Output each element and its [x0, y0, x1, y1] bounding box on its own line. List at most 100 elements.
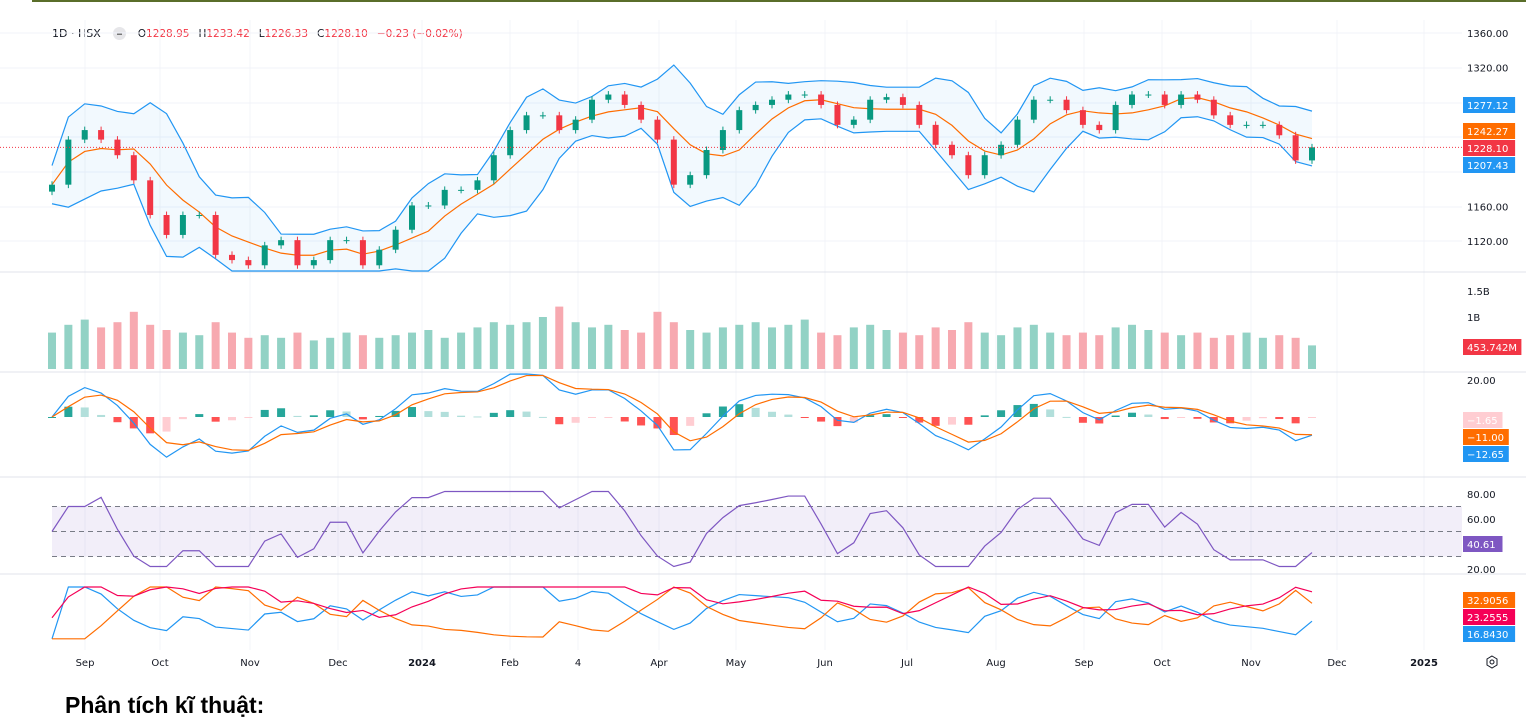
dmi-minus-line	[52, 586, 1313, 640]
macd-histogram-bar	[277, 408, 286, 417]
volume-bar	[637, 332, 646, 369]
candle-body	[867, 99, 874, 120]
candle-body	[261, 245, 268, 266]
candle-body	[1243, 124, 1250, 126]
volume-bar	[162, 330, 171, 369]
time-tick: 2025	[1410, 658, 1438, 669]
volume-bar	[506, 324, 515, 369]
volume-bar	[178, 332, 187, 369]
macd-histogram-bar	[1128, 412, 1136, 417]
macd-histogram-bar	[571, 417, 580, 423]
volume-bar	[784, 324, 793, 369]
candle-body	[1227, 115, 1234, 125]
candle-body	[523, 115, 530, 131]
adx-line	[51, 586, 1313, 619]
volume-bar	[1128, 324, 1136, 369]
rsi-tick: 80.00	[1467, 490, 1496, 501]
volume-bar	[1308, 345, 1316, 369]
macd-signal-label-bg	[1463, 429, 1509, 445]
candle-body	[278, 240, 285, 246]
macd-histogram-bar	[1226, 417, 1235, 424]
candle-body	[785, 94, 792, 100]
time-tick: 2024	[408, 658, 436, 669]
volume-bar	[915, 335, 924, 369]
time-tick: Dec	[328, 658, 347, 669]
settings-gear-shape	[1486, 655, 1498, 669]
candle-body	[1129, 94, 1135, 105]
volume-bar	[718, 327, 727, 369]
volume-bar	[964, 322, 973, 369]
volume-bar	[588, 327, 596, 369]
section-heading: Phân tích kĩ thuật:	[65, 692, 265, 718]
volume-bar	[80, 319, 89, 369]
macd-histogram-bar	[424, 411, 433, 417]
macd-histogram-bar	[1193, 417, 1202, 419]
dmi-plus-line	[51, 586, 1313, 639]
volume-bar	[391, 335, 400, 369]
volume-bar	[849, 327, 858, 369]
candle-body	[719, 130, 726, 151]
bollinger-upper-label: 1277.12	[1467, 101, 1508, 112]
candle-body	[899, 97, 906, 105]
macd-histogram-bar	[849, 417, 858, 423]
volume-bar	[1209, 337, 1218, 369]
volume-bar	[997, 335, 1006, 369]
macd-histogram-bar	[718, 406, 727, 417]
candle-body	[1210, 99, 1217, 116]
volume-bar	[244, 337, 253, 369]
volume-bar	[555, 306, 564, 369]
top-border	[32, 0, 1526, 2]
macd-histogram-bar	[948, 417, 956, 425]
candle-body	[310, 260, 317, 266]
volume-bar	[375, 337, 384, 369]
candle-body	[1079, 110, 1086, 125]
volume-bar	[1177, 335, 1186, 369]
candle-body	[556, 115, 563, 131]
volume-bar	[522, 322, 531, 369]
macd-value-label: −12.65	[1467, 450, 1504, 461]
candle-body	[1112, 104, 1119, 131]
candle-body	[65, 139, 72, 185]
volume-bar	[604, 324, 613, 369]
candle-body	[376, 249, 383, 266]
macd-histogram-bar	[309, 415, 318, 417]
rsi-tick: 20.00	[1467, 565, 1496, 576]
macd-histogram-bar	[686, 417, 695, 426]
macd-histogram-bar	[784, 414, 793, 417]
candle-body	[392, 229, 399, 250]
candle-body	[916, 104, 923, 125]
volume-bar	[260, 335, 269, 369]
settings-gear-icon[interactable]	[1486, 655, 1498, 669]
volume-bar	[489, 322, 498, 369]
macd-histogram-bar	[620, 417, 629, 422]
macd-histogram-bar	[898, 417, 907, 418]
macd-histogram-bar	[80, 407, 89, 417]
dmi-orange-label-bg	[1463, 592, 1516, 608]
volume-bar	[898, 332, 907, 369]
candle-body	[687, 175, 694, 185]
volume-bar	[702, 332, 711, 369]
volume-bar	[1095, 335, 1104, 369]
candle-body	[441, 189, 448, 206]
volume-bar	[1029, 324, 1038, 369]
candle-body	[212, 215, 219, 255]
macd-signal-label: −11.00	[1467, 433, 1504, 444]
candle-body	[736, 110, 743, 131]
macd-histogram-bar	[1177, 417, 1186, 418]
candle-body	[1161, 94, 1168, 105]
candle-body	[850, 119, 857, 125]
rsi-line	[51, 490, 1313, 568]
macd-histogram-bar	[931, 417, 940, 426]
macd-histogram-bar	[669, 417, 678, 436]
candle-body	[196, 215, 203, 217]
macd-histogram-bar	[228, 417, 236, 421]
candle-body	[654, 119, 661, 140]
candle-body	[179, 215, 186, 235]
macd-histogram-bar	[768, 411, 776, 417]
macd-histogram-bar	[1013, 405, 1022, 417]
macd-histogram-bar	[1308, 417, 1316, 418]
volume-bar	[48, 332, 56, 369]
candle-body	[818, 94, 825, 105]
chart-canvas[interactable]: 1360.00 1320.00 1160.00 1120.00 1277.12 1242.…	[0, 0, 1526, 690]
volume-bar	[1258, 337, 1267, 369]
